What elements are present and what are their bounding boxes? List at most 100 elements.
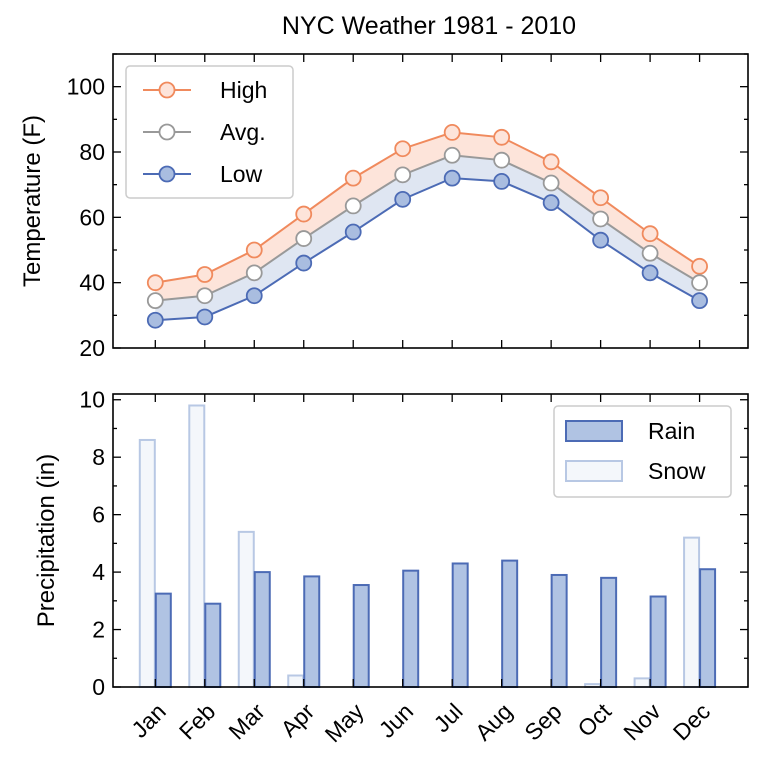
point-high-apr [295,205,313,223]
x-tick-label-mar: Mar [223,698,270,745]
point-low-feb [196,308,214,326]
y-tick-label: 2 [92,617,105,643]
point-high-nov [641,225,659,243]
bar-rain-mar [253,571,271,688]
x-tick-label-feb: Feb [174,698,220,744]
x-tick-label-jun: Jun [374,698,419,743]
legend-box [125,65,294,199]
legend-swatch-rain [565,420,623,442]
point-avg-sep [542,174,560,192]
series-line-high [155,131,701,284]
y-tick-label: 40 [79,270,105,296]
legend-marker-low [158,165,176,183]
point-low-aug [493,172,511,190]
legend-precipitation: Rain Snow [553,405,732,498]
point-avg-oct [592,210,610,228]
point-low-jul [443,169,461,187]
y-tick-label: 6 [92,502,105,528]
y-tick-label: 60 [79,204,105,230]
fill-avg-low [155,155,700,321]
point-avg-aug [493,151,511,169]
point-low-oct [592,231,610,249]
legend-label-snow: Snow [648,458,706,484]
y-tick-label: 10 [79,387,105,413]
point-avg-apr [295,230,313,247]
point-avg-dec [691,274,708,292]
point-high-feb [196,266,214,283]
fill-high-avg [155,132,700,301]
point-high-jun [394,140,412,158]
precipitation-panel: 0 2 4 6 8 10 Jan Feb Mar Apr May Jun Jul Aug Sep Oct Nov… [33,387,749,747]
bar-snow-nov [633,677,651,688]
y-tick-label: 100 [67,74,105,100]
bar-rain-apr [303,575,321,688]
point-high-mar [245,241,263,259]
point-low-may [344,223,362,241]
chart-title: NYC Weather 1981 - 2010 [282,12,576,40]
point-avg-mar [245,264,263,282]
bar-rain-nov [649,595,667,688]
bar-rain-aug [501,559,519,689]
point-avg-jul [443,146,461,164]
legend-label-rain: Rain [648,418,695,444]
bar-rain-feb [204,602,222,689]
x-tick-label-apr: Apr [276,698,320,742]
point-avg-feb [196,287,214,305]
y-tick-label: 0 [92,674,105,700]
point-avg-jun [394,166,412,184]
point-high-dec [691,257,708,275]
axes-frame [112,53,749,349]
bar-rain-jan [154,592,172,688]
point-low-mar [245,287,263,305]
point-high-oct [592,189,610,207]
legend-marker-high [158,81,176,99]
legend-marker-avg [158,123,176,141]
y-axis-label: Temperature (F) [19,115,46,287]
bar-rain-dec [699,568,717,688]
bar-rain-oct [600,576,618,688]
y-tick-label: 80 [79,139,105,165]
point-high-sep [542,153,560,171]
bar-rain-jun [402,569,420,688]
point-high-aug [493,128,511,146]
bar-snow-dec [683,536,701,688]
point-low-dec [691,292,708,310]
bar-snow-apr [287,674,305,689]
bar-snow-jan [138,438,156,688]
x-tick-label-dec: Dec [668,698,715,745]
bar-snow-feb [188,404,206,688]
series-line-low [155,177,701,322]
x-tick-label-oct: Oct [572,698,616,742]
y-axis-label: Precipitation (in) [33,454,60,627]
legend-temperature: High Avg. Low [125,65,294,199]
point-high-jan [146,274,164,292]
point-high-may [344,169,362,187]
y-tick-label: 8 [92,444,105,470]
bar-rain-sep [550,573,568,688]
x-tick-label-sep: Sep [519,698,566,745]
point-low-jan [146,311,164,329]
bar-rain-may [352,584,370,689]
x-tick-label-nov: Nov [618,698,666,746]
x-tick-label-jul: Jul [429,698,468,737]
point-low-apr [295,254,313,272]
bar-snow-mar [237,530,255,688]
x-tick-label-may: May [320,698,369,747]
x-tick-label-jan: Jan [126,698,171,743]
y-tick-label: 4 [92,559,105,585]
point-low-nov [641,264,659,282]
legend-label-high: High [220,77,267,103]
axes-frame [112,393,749,688]
legend-swatch-snow [565,460,623,482]
point-low-sep [542,194,560,212]
point-avg-may [344,197,362,215]
x-tick-label-aug: Aug [470,698,517,745]
bar-rain-jul [451,562,469,689]
point-high-jul [443,123,461,141]
point-avg-nov [641,244,659,262]
series-line-avg [155,154,701,302]
point-low-jun [394,190,412,208]
temperature-panel: 20 40 60 80 100 Temperature (F) High Avg. Low [19,53,749,361]
y-tick-label: 20 [79,335,105,361]
